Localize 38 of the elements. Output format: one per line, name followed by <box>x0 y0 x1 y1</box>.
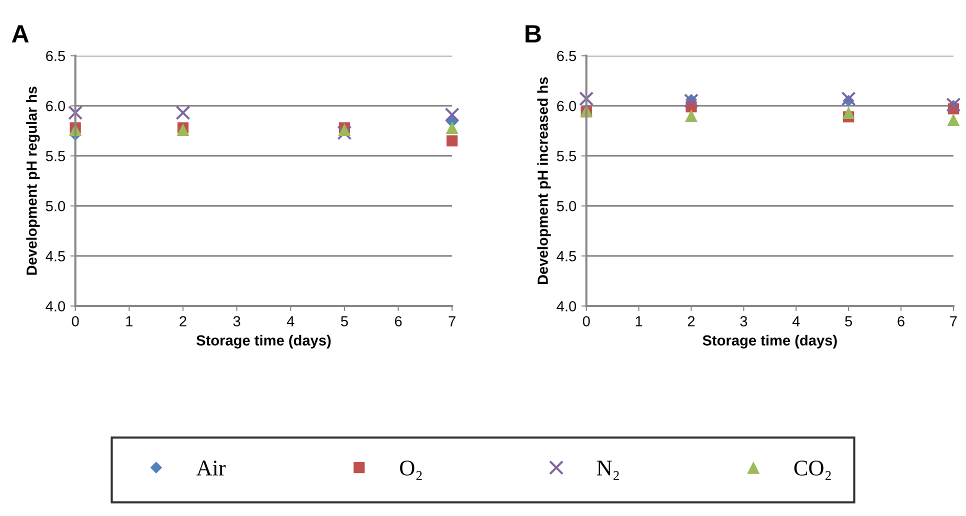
x-tick-label: 7 <box>448 316 456 326</box>
y-tick-label: 4.5 <box>556 251 576 262</box>
legend-label: CO₂ <box>794 460 831 480</box>
y-tick-label: 6.0 <box>557 100 576 112</box>
x-tick-label: 2 <box>180 316 186 326</box>
x-tick-label: 6 <box>394 316 402 326</box>
x-tick-label: 4 <box>286 316 294 326</box>
x-tick-label: 0 <box>72 316 79 326</box>
x-tick-label: 3 <box>233 316 240 326</box>
x-tick-label: 7 <box>950 316 957 326</box>
y-tick-label: 5.5 <box>556 151 576 162</box>
y-tick-label: 6.5 <box>46 50 66 62</box>
y-tick-label: 5.0 <box>46 200 66 212</box>
x-tick-label: 0 <box>582 316 590 326</box>
x-tick-label: 4 <box>792 316 800 326</box>
chart-title: B <box>526 25 541 42</box>
y-tick-label: 5.0 <box>556 200 576 212</box>
x-tick-label: 5 <box>340 316 348 326</box>
legend-label: Air <box>196 460 226 476</box>
x-axis-title: Storage time (days) <box>702 334 837 349</box>
y-axis-title: Development pH regular hs <box>26 86 40 275</box>
y-tick-label: 4.0 <box>556 301 576 312</box>
y-tick-label: 6.0 <box>46 100 66 112</box>
x-tick-label: 1 <box>126 316 133 326</box>
x-tick-label: 2 <box>688 316 695 326</box>
x-tick-label: 1 <box>636 316 642 326</box>
y-tick-label: 5.5 <box>46 151 66 162</box>
x-axis-title: Storage time (days) <box>196 334 331 349</box>
legend-label: O₂ <box>400 460 422 480</box>
y-tick-label: 6.5 <box>557 50 576 62</box>
chart-title: A <box>12 25 29 42</box>
x-tick-label: 3 <box>740 316 748 326</box>
y-tick-label: 4.0 <box>46 301 66 312</box>
x-tick-label: 6 <box>898 316 904 326</box>
y-axis-title: Development pH increased hs <box>537 77 551 284</box>
y-tick-label: 4.5 <box>46 251 66 262</box>
legend-label: N₂ <box>596 460 619 480</box>
x-tick-label: 5 <box>845 316 852 326</box>
